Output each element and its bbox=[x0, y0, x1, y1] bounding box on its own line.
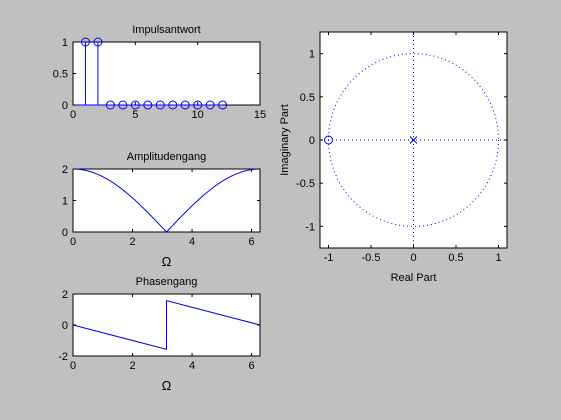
pole-zero-xtick-label: -0.5 bbox=[362, 252, 381, 264]
impulse-stem-marker bbox=[80, 37, 90, 47]
impulse-response-axes bbox=[72, 41, 261, 106]
amplitude-response-title: Amplitudengang bbox=[127, 151, 207, 163]
pole-zero-xlabel: Real Part bbox=[391, 272, 437, 284]
phase-response-marks bbox=[72, 300, 261, 350]
unit-circle bbox=[328, 53, 499, 227]
amplitude-response-marks bbox=[72, 168, 261, 233]
zero-marker bbox=[324, 135, 333, 145]
pole-zero-ytick-label: -1 bbox=[305, 221, 315, 233]
amplitude-response-ytick-label: 2 bbox=[62, 164, 68, 176]
pole-zero-ylabel: Imaginary Part bbox=[279, 104, 291, 176]
phase-response-ticks: 0 2 4 6-202 bbox=[58, 289, 260, 372]
pole-zero-ytick-label: 0 bbox=[309, 135, 315, 147]
amplitude-response-ytick-label: 0 bbox=[62, 227, 68, 239]
pole-zero-xtick-label: 1 bbox=[495, 252, 501, 264]
pole-zero-ytick-label: -0.5 bbox=[296, 178, 315, 190]
phase-series-line bbox=[72, 300, 261, 350]
phase-response-ytick-label: 2 bbox=[62, 289, 68, 301]
amplitude-response-axes bbox=[72, 168, 261, 233]
impulse-response-plot: Impulsantwort 0 5 10 15 0 0.5 1 bbox=[53, 24, 266, 121]
impulse-response-ticks: 0 5 10 15 0 0.5 1 bbox=[53, 37, 266, 121]
impulse-response-xtick-label: 10 bbox=[192, 109, 204, 121]
phase-response-plot: Phasengang 0 2 4 6-202 Ω bbox=[58, 276, 261, 393]
impulse-response-xtick-label: 5 bbox=[132, 109, 138, 121]
phase-response-ytick-label: -2 bbox=[58, 351, 68, 363]
amplitude-response-ytick-label: 1 bbox=[62, 196, 68, 208]
pole-zero-xtick-label: 0 bbox=[410, 252, 416, 264]
amplitude-response-xtick-label: 0 bbox=[70, 236, 76, 248]
amplitude-response-xtick-label: 2 bbox=[129, 236, 135, 248]
amplitude-response-xtick-label: 6 bbox=[249, 236, 255, 248]
phase-response-xtick-label: 0 bbox=[70, 360, 76, 372]
impulse-stem-marker bbox=[93, 37, 103, 47]
pole-zero-marks bbox=[320, 32, 507, 248]
phase-response-title: Phasengang bbox=[136, 276, 198, 288]
impulse-response-ytick-label: 1 bbox=[62, 37, 68, 49]
phase-response-xlabel: Ω bbox=[162, 378, 172, 393]
pole-zero-xtick-label: 0.5 bbox=[448, 252, 463, 264]
pole-zero-plot: -1 -0.5 0 0.5 1 -1 -0.5 0 0.5 1 Real Part Imagina… bbox=[279, 31, 508, 284]
phase-response-ytick-label: 0 bbox=[62, 320, 68, 332]
phase-response-xtick-label: 4 bbox=[189, 360, 195, 372]
amplitude-response-xlabel: Ω bbox=[162, 254, 172, 269]
impulse-response-xtick-label: 0 bbox=[70, 109, 76, 121]
pole-zero-ticks: -1 -0.5 0 0.5 1 -1 -0.5 0 0.5 1 bbox=[296, 32, 507, 264]
pole-zero-ytick-label: 1 bbox=[309, 49, 315, 61]
amplitude-response-plot: Amplitudengang 0 2 4 6 0 1 2 Ω bbox=[62, 151, 261, 269]
impulse-response-title: Impulsantwort bbox=[132, 24, 200, 36]
pole-marker bbox=[409, 136, 418, 144]
amplitude-series-line bbox=[72, 168, 261, 233]
phase-response-xtick-label: 2 bbox=[129, 360, 135, 372]
phase-response-xtick-label: 6 bbox=[249, 360, 255, 372]
impulse-response-ytick-label: 0.5 bbox=[53, 69, 68, 81]
pole-zero-ytick-label: 0.5 bbox=[300, 92, 315, 104]
amplitude-response-xtick-label: 4 bbox=[189, 236, 195, 248]
impulse-response-marks bbox=[73, 37, 228, 110]
impulse-response-ytick-label: 0 bbox=[62, 100, 68, 112]
pole-zero-xtick-label: -1 bbox=[324, 252, 334, 264]
impulse-response-xtick-label: 15 bbox=[254, 109, 266, 121]
amplitude-response-ticks: 0 2 4 6 0 1 2 bbox=[62, 164, 260, 248]
